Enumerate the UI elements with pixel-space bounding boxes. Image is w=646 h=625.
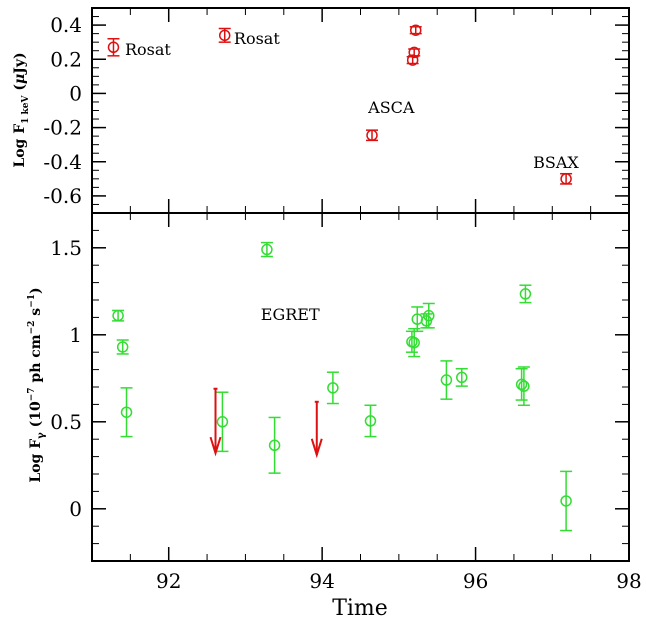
data-point (216, 391, 229, 453)
y-tick-label: -0.2 (43, 116, 82, 140)
data-point (408, 46, 421, 59)
y-tick-label: -0.4 (43, 150, 82, 174)
data-point (560, 470, 573, 532)
y-tick-label: 1.5 (50, 236, 82, 260)
data-point (268, 416, 281, 474)
bottom-panel: 92 94 96 98 1.5 1 0.5 0 EGRET Log Fγ (10−7 ph c… (27, 212, 642, 621)
bottom-panel-frame (91, 212, 630, 562)
x-axis-label: Time (332, 596, 388, 621)
annotation-label: Rosat (234, 29, 280, 48)
data-point (440, 360, 453, 400)
data-point (411, 306, 424, 333)
y-tick-label: -0.6 (43, 184, 82, 208)
x-tick-label: 98 (616, 569, 641, 593)
top-panel: 0.4 0.2 0 -0.2 -0.4 -0.6 Rosat Rosat ASCA BSAX L… (12, 7, 630, 214)
x-tick-label: 94 (309, 569, 334, 593)
y-tick-label: 0.2 (50, 47, 82, 71)
data-point (112, 309, 125, 322)
data-point (515, 367, 528, 401)
upper-limit-arrow (209, 387, 222, 457)
annotation-label: BSAX (533, 153, 579, 172)
annotation-label: EGRET (261, 305, 320, 324)
data-point (107, 38, 120, 57)
top-panel-frame (91, 7, 630, 214)
x-tick-label: 96 (463, 569, 488, 593)
top-y-axis-label-subscript: 1 keV (21, 94, 31, 123)
data-point (116, 339, 129, 355)
data-point (405, 330, 418, 353)
data-point (409, 24, 422, 36)
annotation-label: Rosat (125, 40, 171, 59)
data-point (366, 129, 379, 142)
upper-limit-arrow (310, 400, 323, 459)
data-point (560, 172, 573, 185)
bottom-y-axis-label: Log Fγ (10−7 ph cm−2 s−1) (27, 287, 47, 482)
y-tick-label: 1 (69, 323, 82, 347)
data-point (326, 371, 339, 405)
top-y-axis-label: Log F1 keV (μJy) (12, 52, 31, 167)
data-point (422, 302, 435, 329)
data-point (519, 284, 532, 304)
data-point (455, 367, 468, 387)
data-point (260, 241, 273, 258)
y-tick-label: 0 (69, 81, 82, 105)
annotation-label: ASCA (367, 98, 415, 117)
data-point (218, 27, 231, 43)
x-tick-label: 92 (156, 569, 181, 593)
data-point (408, 327, 421, 358)
data-point (517, 366, 530, 407)
data-point (364, 404, 377, 438)
data-point (120, 387, 133, 438)
y-tick-label: 0.5 (50, 410, 82, 434)
y-tick-label: 0 (69, 497, 82, 521)
y-tick-label: 0.4 (50, 13, 82, 37)
